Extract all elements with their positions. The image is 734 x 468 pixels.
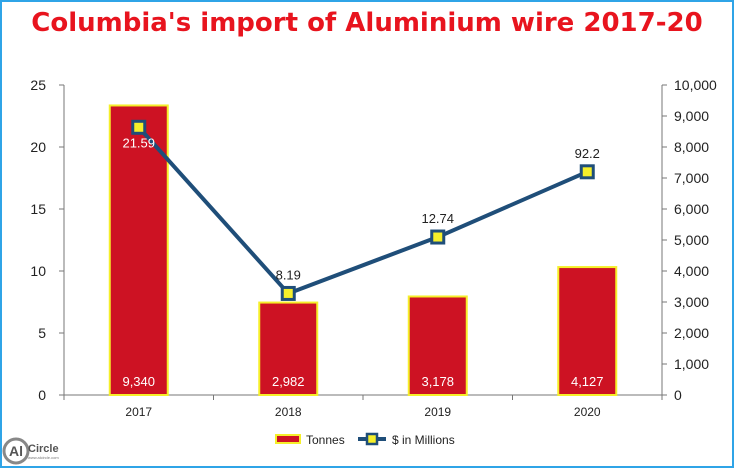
line-marker-2020	[579, 164, 595, 180]
left-tick-label: 25	[30, 77, 46, 93]
line-marker-2018	[280, 285, 296, 301]
bar-data-label: 4,127	[571, 374, 604, 389]
legend-label-usd: $ in Millions	[392, 433, 455, 447]
line-layer: 21.59 8.19 12.74 92.2	[122, 119, 600, 301]
x-tick-label: 2017	[125, 405, 152, 419]
left-tick-label: 15	[30, 201, 46, 217]
left-tick-label: 10	[30, 263, 46, 279]
alcircle-logo: Al Circle www.alcircle.com	[2, 437, 59, 465]
x-tick-label: 2019	[424, 405, 451, 419]
x-tick-label: 2018	[275, 405, 302, 419]
bars-layer: 9,340 2,982 3,178 4,127	[108, 104, 618, 397]
legend: Tonnes $ in Millions	[275, 432, 455, 447]
bar-data-label: 9,340	[122, 374, 155, 389]
right-tick-label: 1,000	[674, 356, 709, 372]
right-tick-label: 10,000	[674, 77, 717, 93]
left-tick-label: 5	[38, 325, 46, 341]
line-data-label: 21.59	[122, 135, 155, 150]
line-marker-2019	[430, 229, 446, 245]
bar-2019	[407, 295, 468, 396]
bar-2018	[258, 301, 319, 397]
line-data-label: 8.19	[276, 267, 301, 282]
bar-2017	[108, 104, 169, 397]
logo-al-text: Al	[9, 443, 23, 459]
bar-data-label: 2,982	[272, 374, 305, 389]
right-tick-label: 8,000	[674, 139, 709, 155]
logo-ring	[2, 437, 30, 465]
x-tick-label: 2020	[574, 405, 601, 419]
logo-circle-text: Circle	[28, 443, 59, 455]
right-tick-label: 4,000	[674, 263, 709, 279]
right-tick-label: 9,000	[674, 108, 709, 124]
legend-label-tonnes: Tonnes	[306, 433, 345, 447]
right-tick-label: 5,000	[674, 232, 709, 248]
logo-url-text: www.alcircle.com	[28, 455, 59, 460]
line-data-label: 12.74	[421, 211, 454, 226]
line-data-label: 92.2	[575, 146, 600, 161]
right-tick-label: 3,000	[674, 294, 709, 310]
line-series-usd-millions	[137, 125, 589, 296]
right-tick-label: 0	[674, 387, 682, 403]
line-marker-2017	[131, 119, 147, 135]
right-tick-label: 7,000	[674, 170, 709, 186]
chart-title: Columbia's import of Aluminium wire 2017…	[31, 8, 703, 38]
bar-2020	[557, 266, 618, 396]
legend-swatch-marker	[365, 432, 379, 446]
bar-data-label: 3,178	[421, 374, 454, 389]
left-tick-label: 0	[38, 387, 46, 403]
legend-swatch-tonnes	[275, 434, 301, 444]
left-tick-label: 20	[30, 139, 46, 155]
right-tick-label: 6,000	[674, 201, 709, 217]
right-tick-label: 2,000	[674, 325, 709, 341]
